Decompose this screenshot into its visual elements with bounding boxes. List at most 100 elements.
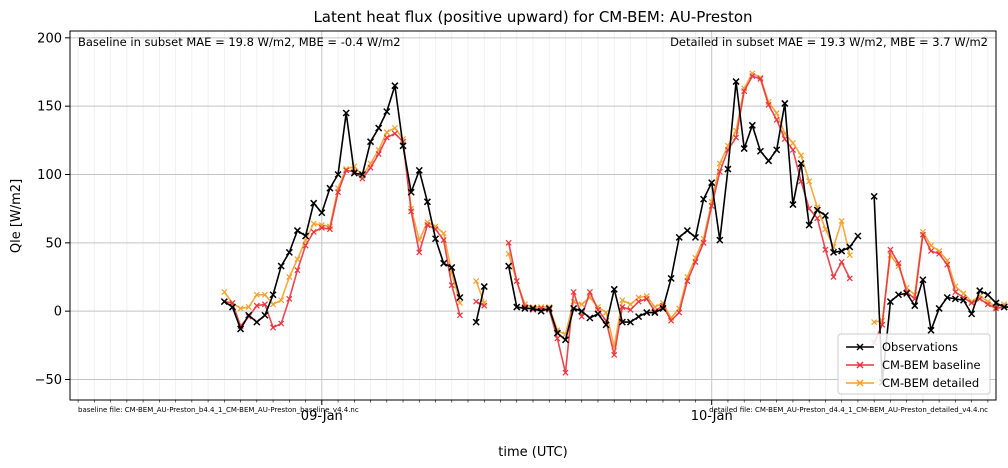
data-point [456,293,464,302]
data-point [278,320,285,327]
data-point [220,298,228,306]
data-point [513,303,521,311]
data-point [968,299,975,306]
data-point [318,209,326,217]
data-point [936,250,943,257]
data-point [440,237,447,244]
data-point [237,325,245,333]
data-point [846,243,854,251]
data-point [749,73,756,80]
data-point [894,291,903,299]
data-point [740,145,748,153]
data-point [951,295,959,303]
x-axis-label: time (UTC) [498,445,567,460]
data-point [813,206,821,214]
data-point [927,326,935,334]
data-point [619,297,626,304]
data-point [228,303,236,311]
data-point [391,130,398,137]
data-point [830,248,838,256]
data-point [431,235,440,243]
data-point [440,230,447,237]
series-layer [220,70,1008,386]
data-point [505,239,512,246]
legend-label: CM-BEM baseline [882,358,981,372]
data-point [919,231,926,238]
data-point [903,289,911,297]
data-point [959,296,968,304]
data-point [856,361,864,369]
data-point [659,304,667,312]
data-point [561,336,570,344]
y-tick-label: 200 [37,31,62,46]
data-point [302,242,309,249]
data-point [968,310,976,318]
data-point [651,309,659,317]
data-point [806,178,813,185]
data-point [619,304,626,311]
data-point [684,278,691,285]
minor-grid [77,31,989,400]
data-point [367,164,374,171]
data-point [261,301,268,308]
data-point [424,222,431,229]
data-point [350,169,358,177]
data-point [505,262,513,270]
data-point [856,343,864,351]
data-point [756,147,764,155]
data-point [456,299,463,306]
data-point [310,228,317,235]
data-point [911,302,919,310]
data-point [554,335,561,342]
data-point [773,116,780,123]
data-point [245,311,253,319]
data-point [618,318,626,326]
data-point [269,291,277,299]
data-point [741,88,748,95]
data-point [716,236,724,244]
data-point [343,167,350,174]
data-point [748,121,756,129]
data-point [261,291,268,298]
data-point [335,189,342,196]
data-point [943,293,951,302]
data-point [285,248,293,256]
data-point [473,298,480,305]
data-point [253,291,260,298]
data-point [935,304,943,312]
data-point [578,313,585,320]
data-point [310,220,317,227]
data-point [627,301,634,308]
legend: Observations CM-BEM baseline CM-BEM detail… [837,333,991,395]
data-point [537,307,545,315]
data-point [318,224,325,231]
data-point [822,246,829,253]
data-point [919,276,927,284]
detailed-file-annotation: detailed file: CM-BEM_AU-Preston_d4.4_1_… [709,406,988,414]
data-point [278,297,285,304]
data-point [237,305,244,312]
data-point [643,295,650,302]
data-point [886,298,894,306]
chart-title: Latent heat flux (positive upward) for C… [313,8,752,26]
legend-label: CM-BEM detailed [882,376,979,390]
data-point [375,124,383,132]
data-point [481,302,488,309]
data-point [586,314,594,322]
y-tick-label: 50 [45,236,62,251]
data-point [415,166,423,174]
data-point [586,289,593,296]
data-point [473,278,480,285]
data-point [286,295,293,302]
data-point [383,134,390,141]
y-axis-label: Qle [W/m2] [9,179,24,253]
data-point [553,329,561,337]
data-point [895,260,902,267]
data-point [408,208,415,215]
series-cm-bem-baseline [221,73,1008,376]
data-point [521,304,529,312]
data-point [245,304,252,311]
data-point [814,215,821,222]
